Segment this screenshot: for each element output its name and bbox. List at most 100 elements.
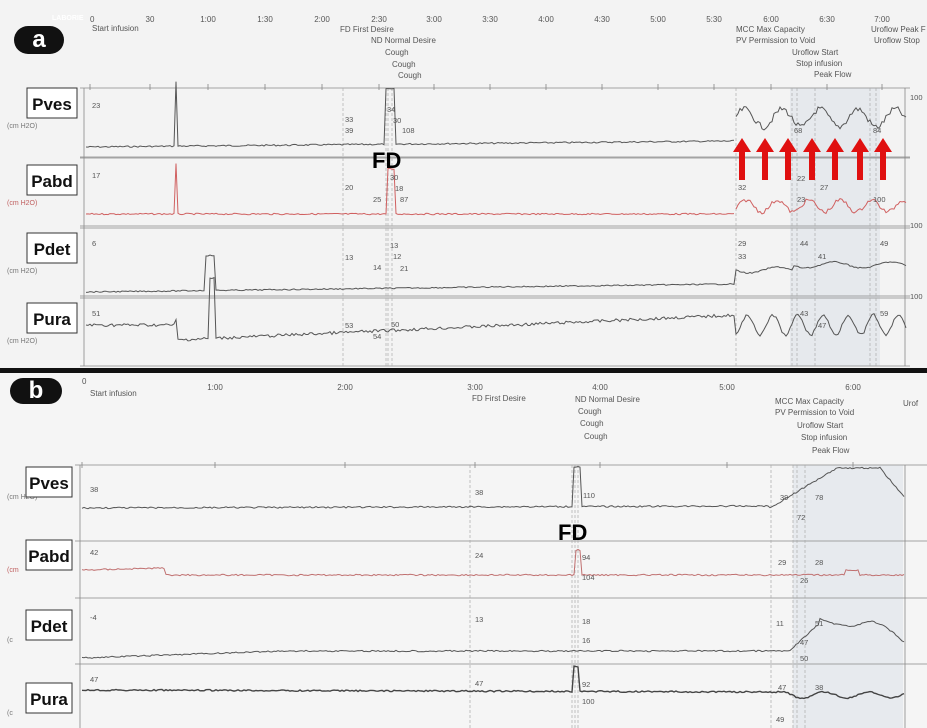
trace-value: 94 xyxy=(582,553,590,562)
trace-value: 50 xyxy=(800,654,808,663)
trace-value: 50 xyxy=(391,320,399,329)
annotation: Stop infusion xyxy=(796,59,842,68)
trace-value: 92 xyxy=(582,680,590,689)
unit-label: (c xyxy=(7,637,13,644)
trace-value: 100 xyxy=(873,195,886,204)
trace-value: 27 xyxy=(820,183,828,192)
annotation: Peak Flow xyxy=(814,70,852,79)
annotation: MCC Max Capacity xyxy=(775,397,844,406)
trace-value: 28 xyxy=(815,558,823,567)
trace-value: 47 xyxy=(800,638,808,647)
annotation: Start infusion xyxy=(90,389,137,398)
marker-label: FD xyxy=(372,148,401,173)
trace-value: 100 xyxy=(910,292,923,301)
channel-label: Pabd xyxy=(28,547,70,566)
channel-label: Pdet xyxy=(31,617,68,636)
trace-value: 21 xyxy=(400,264,408,273)
trace-value: 38 xyxy=(815,683,823,692)
time-label: 4:30 xyxy=(594,15,610,24)
trace-value: 6 xyxy=(92,239,96,248)
channel-label: Pves xyxy=(32,95,72,114)
trace-value: 17 xyxy=(92,171,100,180)
trace-value: 47 xyxy=(475,679,483,688)
panel-label: a xyxy=(32,26,46,53)
trace-value: 13 xyxy=(345,253,353,262)
trace-value: 53 xyxy=(345,321,353,330)
time-label: 2:30 xyxy=(371,15,387,24)
annotation: PV Permission to Void xyxy=(736,36,815,45)
trace-value: 39 xyxy=(345,126,353,135)
annotation: MCC Max Capacity xyxy=(736,25,805,34)
trace-value: 16 xyxy=(582,636,590,645)
annotation: Peak Flow xyxy=(812,446,850,455)
trace-value: 38 xyxy=(475,488,483,497)
trace-value: 30 xyxy=(393,116,401,125)
panel-b-bg xyxy=(0,373,927,728)
trace-value: 41 xyxy=(818,252,826,261)
trace-value: 18 xyxy=(395,184,403,193)
trace-value: 22 xyxy=(797,174,805,183)
marker-label: FD xyxy=(558,520,587,545)
trace-value: 11 xyxy=(776,619,784,628)
annotation: FD First Desire xyxy=(472,394,526,403)
unit-label: (cm xyxy=(7,567,19,574)
time-label: 1:00 xyxy=(200,15,216,24)
trace-value: 108 xyxy=(402,126,415,135)
unit-label: (c xyxy=(7,710,13,717)
annotation: Cough xyxy=(580,419,604,428)
channel-label: Pdet xyxy=(34,240,71,259)
void-region-b xyxy=(793,465,903,728)
trace-value: 13 xyxy=(390,241,398,250)
unit-label: (cm H2O) xyxy=(7,268,37,275)
time-label: 5:00 xyxy=(650,15,666,24)
panel-a-bg xyxy=(0,0,927,368)
annotation: Cough xyxy=(584,432,608,441)
time-label: 4:00 xyxy=(592,383,608,392)
trace-value: 59 xyxy=(880,309,888,318)
annotation: Cough xyxy=(392,60,416,69)
trace-value: 13 xyxy=(475,615,483,624)
trace-value: 51 xyxy=(92,309,100,318)
trace-value: 54 xyxy=(373,332,381,341)
time-label: 7:00 xyxy=(874,15,890,24)
time-label: 6:00 xyxy=(763,15,779,24)
trace-value: 29 xyxy=(738,239,746,248)
trace-value: 87 xyxy=(400,195,408,204)
trace-value: 44 xyxy=(800,239,808,248)
annotation: Cough xyxy=(398,71,422,80)
trace-value: 72 xyxy=(797,513,805,522)
trace-value: 23 xyxy=(92,101,100,110)
trace-value: 68 xyxy=(794,126,802,135)
time-label: 0 xyxy=(90,15,95,24)
trace-value: 34 xyxy=(387,105,395,114)
time-label: 1:00 xyxy=(207,383,223,392)
trace-value: 26 xyxy=(800,576,808,585)
channel-label: Pura xyxy=(30,690,68,709)
trace-value: 78 xyxy=(815,493,823,502)
trace-value: 51 xyxy=(815,619,823,628)
trace-value: 32 xyxy=(738,183,746,192)
trace-value: 47 xyxy=(90,675,98,684)
time-label: 6:00 xyxy=(845,383,861,392)
channel-label: Pves xyxy=(29,474,69,493)
trace-value: 18 xyxy=(582,617,590,626)
trace-value: 49 xyxy=(880,239,888,248)
channel-label: Pabd xyxy=(31,172,73,191)
trace-value: 14 xyxy=(373,263,381,272)
time-label: 2:00 xyxy=(314,15,330,24)
unit-label: (cm H2O) xyxy=(7,338,37,345)
time-label: 6:30 xyxy=(819,15,835,24)
panel-separator xyxy=(0,368,927,373)
time-label: 5:30 xyxy=(706,15,722,24)
annotation: Cough xyxy=(385,48,409,57)
annotation: Uroflow Peak F xyxy=(871,25,926,34)
trace-value: 39 xyxy=(780,493,788,502)
unit-label: (cm H2O) xyxy=(7,123,37,130)
time-label: 3:00 xyxy=(426,15,442,24)
annotation: ND Normal Desire xyxy=(371,36,436,45)
annotation: Start infusion xyxy=(92,24,139,33)
trace-value: 23 xyxy=(797,195,805,204)
time-label: 1:30 xyxy=(257,15,273,24)
brand: LABORIE xyxy=(52,15,84,22)
trace-value: 33 xyxy=(738,252,746,261)
